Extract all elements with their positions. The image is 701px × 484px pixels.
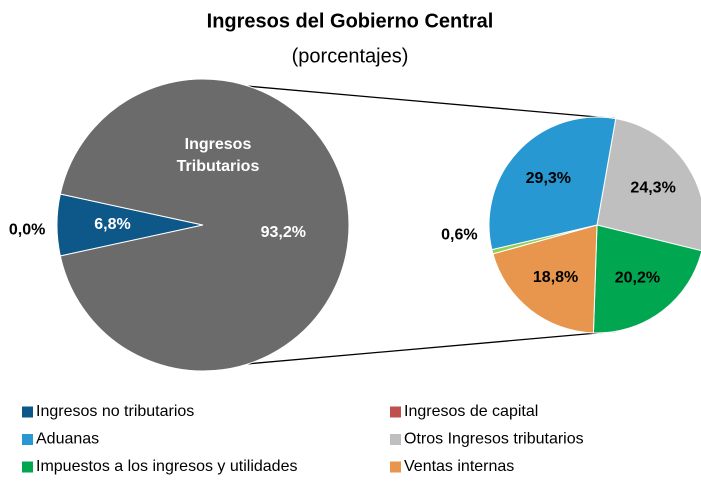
data-label: 0,0% (9, 222, 45, 239)
slice-name: Ingresos Tributarios (176, 136, 260, 175)
pie-slice (592, 224, 701, 334)
data-label: 20,2% (615, 270, 660, 287)
data-label: 93,2% (261, 224, 306, 241)
chart-title: Ingresos del Gobierno Central (207, 10, 494, 32)
pie-slice (596, 118, 701, 252)
legend-label: Aduanas (36, 431, 99, 448)
legend-label: Otros Ingresos tributarios (404, 431, 584, 448)
legend-swatch (22, 461, 33, 473)
legend-swatch (22, 434, 33, 445)
connector-line (248, 330, 616, 365)
legend-label: Ventas internas (404, 458, 514, 475)
pie-slice (488, 116, 617, 251)
legend-label: Impuestos a los ingresos y utilidades (36, 458, 297, 475)
legend-label: Ingresos de capital (404, 403, 538, 420)
legend-swatch (390, 461, 401, 473)
connector-line (248, 85, 616, 120)
data-label: 24,3% (630, 180, 675, 197)
data-label: 18,8% (533, 269, 578, 286)
chart-subtitle: (porcentajes) (292, 45, 409, 67)
legend-swatch (390, 434, 401, 445)
pie-slice (59, 78, 350, 372)
data-label: 6,8% (94, 216, 130, 233)
legend-swatch (390, 406, 401, 418)
legend-swatch (22, 406, 33, 418)
pie-slice (492, 224, 598, 334)
data-label: 0,6% (441, 227, 477, 244)
data-label: 29,3% (526, 170, 571, 187)
legend-label: Ingresos no tributarios (36, 403, 194, 420)
